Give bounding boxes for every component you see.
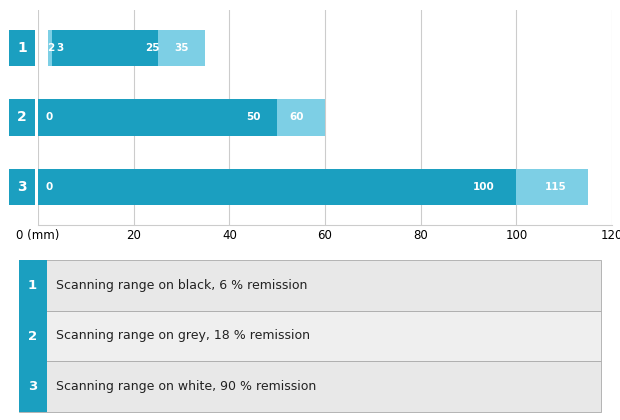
Text: 100: 100 xyxy=(473,182,495,192)
Bar xyxy=(277,100,325,136)
Text: 1: 1 xyxy=(28,279,37,292)
Text: Scanning range on black, 6 % remission: Scanning range on black, 6 % remission xyxy=(56,279,307,292)
Bar xyxy=(52,30,157,66)
Text: 2: 2 xyxy=(17,110,27,124)
Text: 50: 50 xyxy=(246,113,260,123)
Bar xyxy=(516,169,588,205)
Bar xyxy=(38,169,516,205)
Text: Scanning range on white, 90 % remission: Scanning range on white, 90 % remission xyxy=(56,380,316,393)
Text: 3: 3 xyxy=(28,380,37,393)
Text: 0: 0 xyxy=(45,182,53,192)
Text: 115: 115 xyxy=(545,182,567,192)
Text: 25: 25 xyxy=(146,43,160,53)
Text: 3: 3 xyxy=(56,43,63,53)
Bar xyxy=(38,100,277,136)
Text: 2: 2 xyxy=(48,43,55,53)
Text: 0: 0 xyxy=(45,113,53,123)
Text: 35: 35 xyxy=(174,43,189,53)
Text: 1: 1 xyxy=(17,41,27,55)
Text: 3: 3 xyxy=(17,180,27,194)
Text: 2: 2 xyxy=(28,330,37,342)
Bar xyxy=(48,30,205,66)
Text: 60: 60 xyxy=(289,113,304,123)
Legend: Operating distance, Scanning distance
typ. max.: Operating distance, Scanning distance ty… xyxy=(44,270,352,298)
Text: Scanning range on grey, 18 % remission: Scanning range on grey, 18 % remission xyxy=(56,330,310,342)
